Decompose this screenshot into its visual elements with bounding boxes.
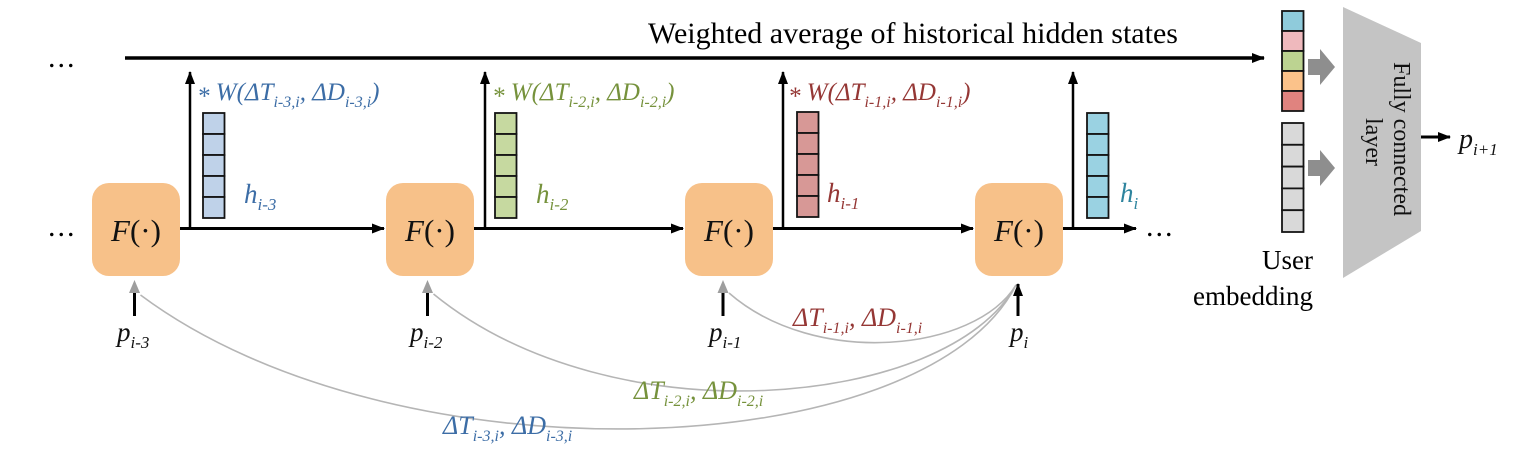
rnn-cell-box-4 — [975, 183, 1063, 276]
h-label-i-2: hi-2 — [536, 179, 569, 214]
interval-curve-i-2 — [432, 284, 1017, 392]
rnn-cell-box-3 — [685, 183, 773, 276]
rnn-cell-label-3: F(·) — [703, 213, 754, 248]
user-embedding-caption-line1: User — [1262, 245, 1313, 275]
hidden-vector-h-i — [1086, 112, 1110, 219]
weight-label-i-2: * W(ΔTi-2,i, ΔDi-2,i) — [492, 79, 674, 111]
hidden-vector-h-i-3 — [202, 112, 226, 219]
p-label-i-plus-1: pi+1 — [1457, 124, 1498, 159]
delta-label-i-1: ΔTi-1,i, ΔDi-1,i — [792, 303, 922, 337]
ellipsis-row-left: ... — [48, 210, 77, 243]
hidden-vector-h-i-1 — [796, 111, 820, 218]
p-label-i-3: pi-3 — [115, 317, 149, 352]
p-label-i-2: pi-2 — [408, 317, 443, 352]
interval-arrowhead-i-1 — [717, 280, 729, 293]
weight-label-i-1: * W(ΔTi-1,i, ΔDi-1,i) — [788, 79, 970, 111]
p-label-i: pi — [1008, 317, 1029, 352]
interval-curve-i-3 — [140, 284, 1017, 430]
ellipsis-row-right: ... — [1146, 210, 1175, 243]
fc-layer-trapezoid — [1343, 7, 1421, 278]
ellipsis-top-left: ... — [48, 41, 77, 74]
delta-label-i-2: ΔTi-2,i, ΔDi-2,i — [633, 376, 763, 410]
delta-label-i-3: ΔTi-3,i, ΔDi-3,i — [442, 411, 572, 445]
rnn-cell-label-4: F(·) — [993, 213, 1044, 248]
weight-label-i-3: * W(ΔTi-3,i, ΔDi-3,i) — [197, 79, 379, 111]
block-arrow-top — [1308, 49, 1335, 85]
rnn-cell-label-2: F(·) — [404, 213, 455, 248]
h-label-i-3: hi-3 — [244, 179, 276, 214]
user-embedding-caption-line2: embedding — [1193, 281, 1313, 311]
weighted-average-title: Weighted average of historical hidden st… — [648, 17, 1178, 50]
user-embedding-vector — [1281, 122, 1305, 233]
interval-arrowhead-i-2 — [422, 280, 433, 293]
hidden-vector-h-i-2 — [494, 112, 518, 219]
rnn-cell-box-2 — [386, 183, 474, 276]
interval-arrowhead-i-3 — [129, 280, 140, 293]
h-label-i: hi — [1120, 178, 1139, 213]
rnn-cell-label-1: F(·) — [110, 213, 161, 248]
rnn-cell-box-1 — [92, 183, 180, 276]
p-label-i-1: pi-1 — [707, 317, 741, 352]
weighted-hidden-vector — [1281, 10, 1305, 112]
h-label-i-1: hi-1 — [827, 178, 859, 213]
block-arrow-bottom — [1308, 150, 1335, 186]
interval-curve-i-1 — [728, 284, 1017, 344]
fc-layer-label: Fully connected layer — [1360, 62, 1414, 222]
